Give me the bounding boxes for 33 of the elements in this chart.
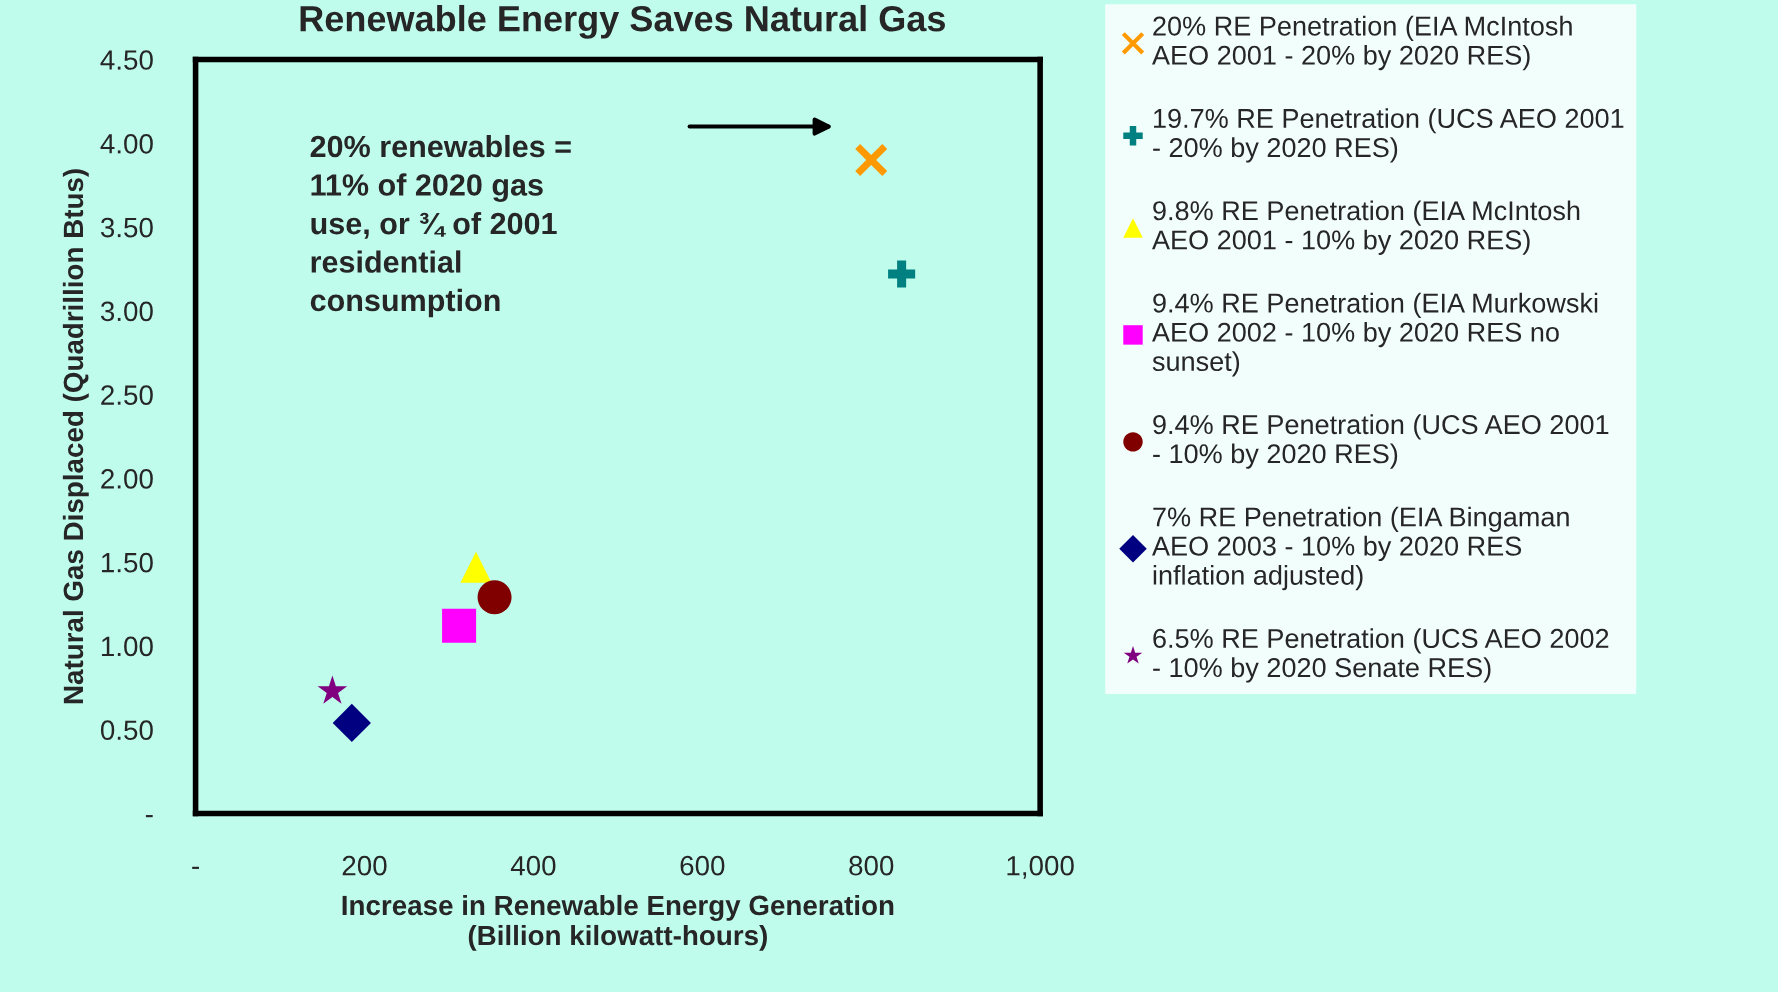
point: [317, 675, 348, 704]
legend-label: 9.8% RE Penetration (EIA McIntosh AEO 2001 - 10% by 2020 RES): [1152, 200, 1580, 255]
legend-label: 6.5% RE Penetration (UCS AEO 2002 - 10% by 2020 Senate RES): [1153, 628, 1609, 683]
x-axis-title: Increase in Renewable Energy Generation (Billion kilowatt-hours): [342, 894, 894, 951]
y-tick-label: 1.00: [101, 636, 153, 657]
point: [332, 703, 371, 743]
legend-label: 19.7% RE Penetration (UCS AEO 2001 - 20% by 2020 RES): [1153, 108, 1624, 163]
y-tick-label: 4.00: [100, 133, 153, 154]
y-axis-title: Natural Gas Displaced (Quadrillion Btus): [62, 169, 89, 704]
annotation: 20% renewables = 11% of 2020 gas use, or ¾ of 2001 residential consumption: [310, 134, 571, 318]
y-tick-label: 1.50: [101, 552, 153, 573]
legend-label: 20% RE Penetration (EIA McIntosh AEO 2001 - 20% by 2020 RES): [1152, 15, 1572, 71]
point: [460, 551, 492, 583]
point: [888, 260, 916, 288]
y-tick-label: 3.50: [100, 217, 153, 238]
legend-label: 7% RE Penetration (EIA Bingaman AEO 2003 - 10% by 2020 RES inflation adjusted): [1152, 506, 1569, 591]
point: [854, 143, 889, 178]
legend-label: 9.4% RE Penetration (UCS AEO 2001 - 10% by 2020 RES): [1153, 414, 1609, 469]
x-tick-label: 200: [342, 855, 387, 876]
point: [477, 580, 512, 615]
y-tick-label: 3.00: [100, 301, 153, 322]
y-tick-label: 2.50: [101, 385, 153, 405]
y-tick-label: -: [145, 815, 153, 818]
x-tick-label: 800: [849, 855, 894, 876]
x-tick-label: 1,000: [1007, 855, 1074, 879]
x-tick-label: 400: [510, 855, 556, 876]
legend-label: 9.4% RE Penetration (EIA Murkowski AEO 2002 - 10% by 2020 RES no sunset): [1152, 292, 1598, 377]
y-tick-label: 0.50: [100, 720, 153, 741]
x-tick-label: 600: [680, 855, 725, 876]
y-tick-label: 4.50: [100, 50, 153, 70]
chart-title: Renewable Energy Saves Natural Gas: [300, 4, 945, 39]
y-tick-label: 2.00: [101, 469, 153, 489]
point: [442, 608, 477, 643]
